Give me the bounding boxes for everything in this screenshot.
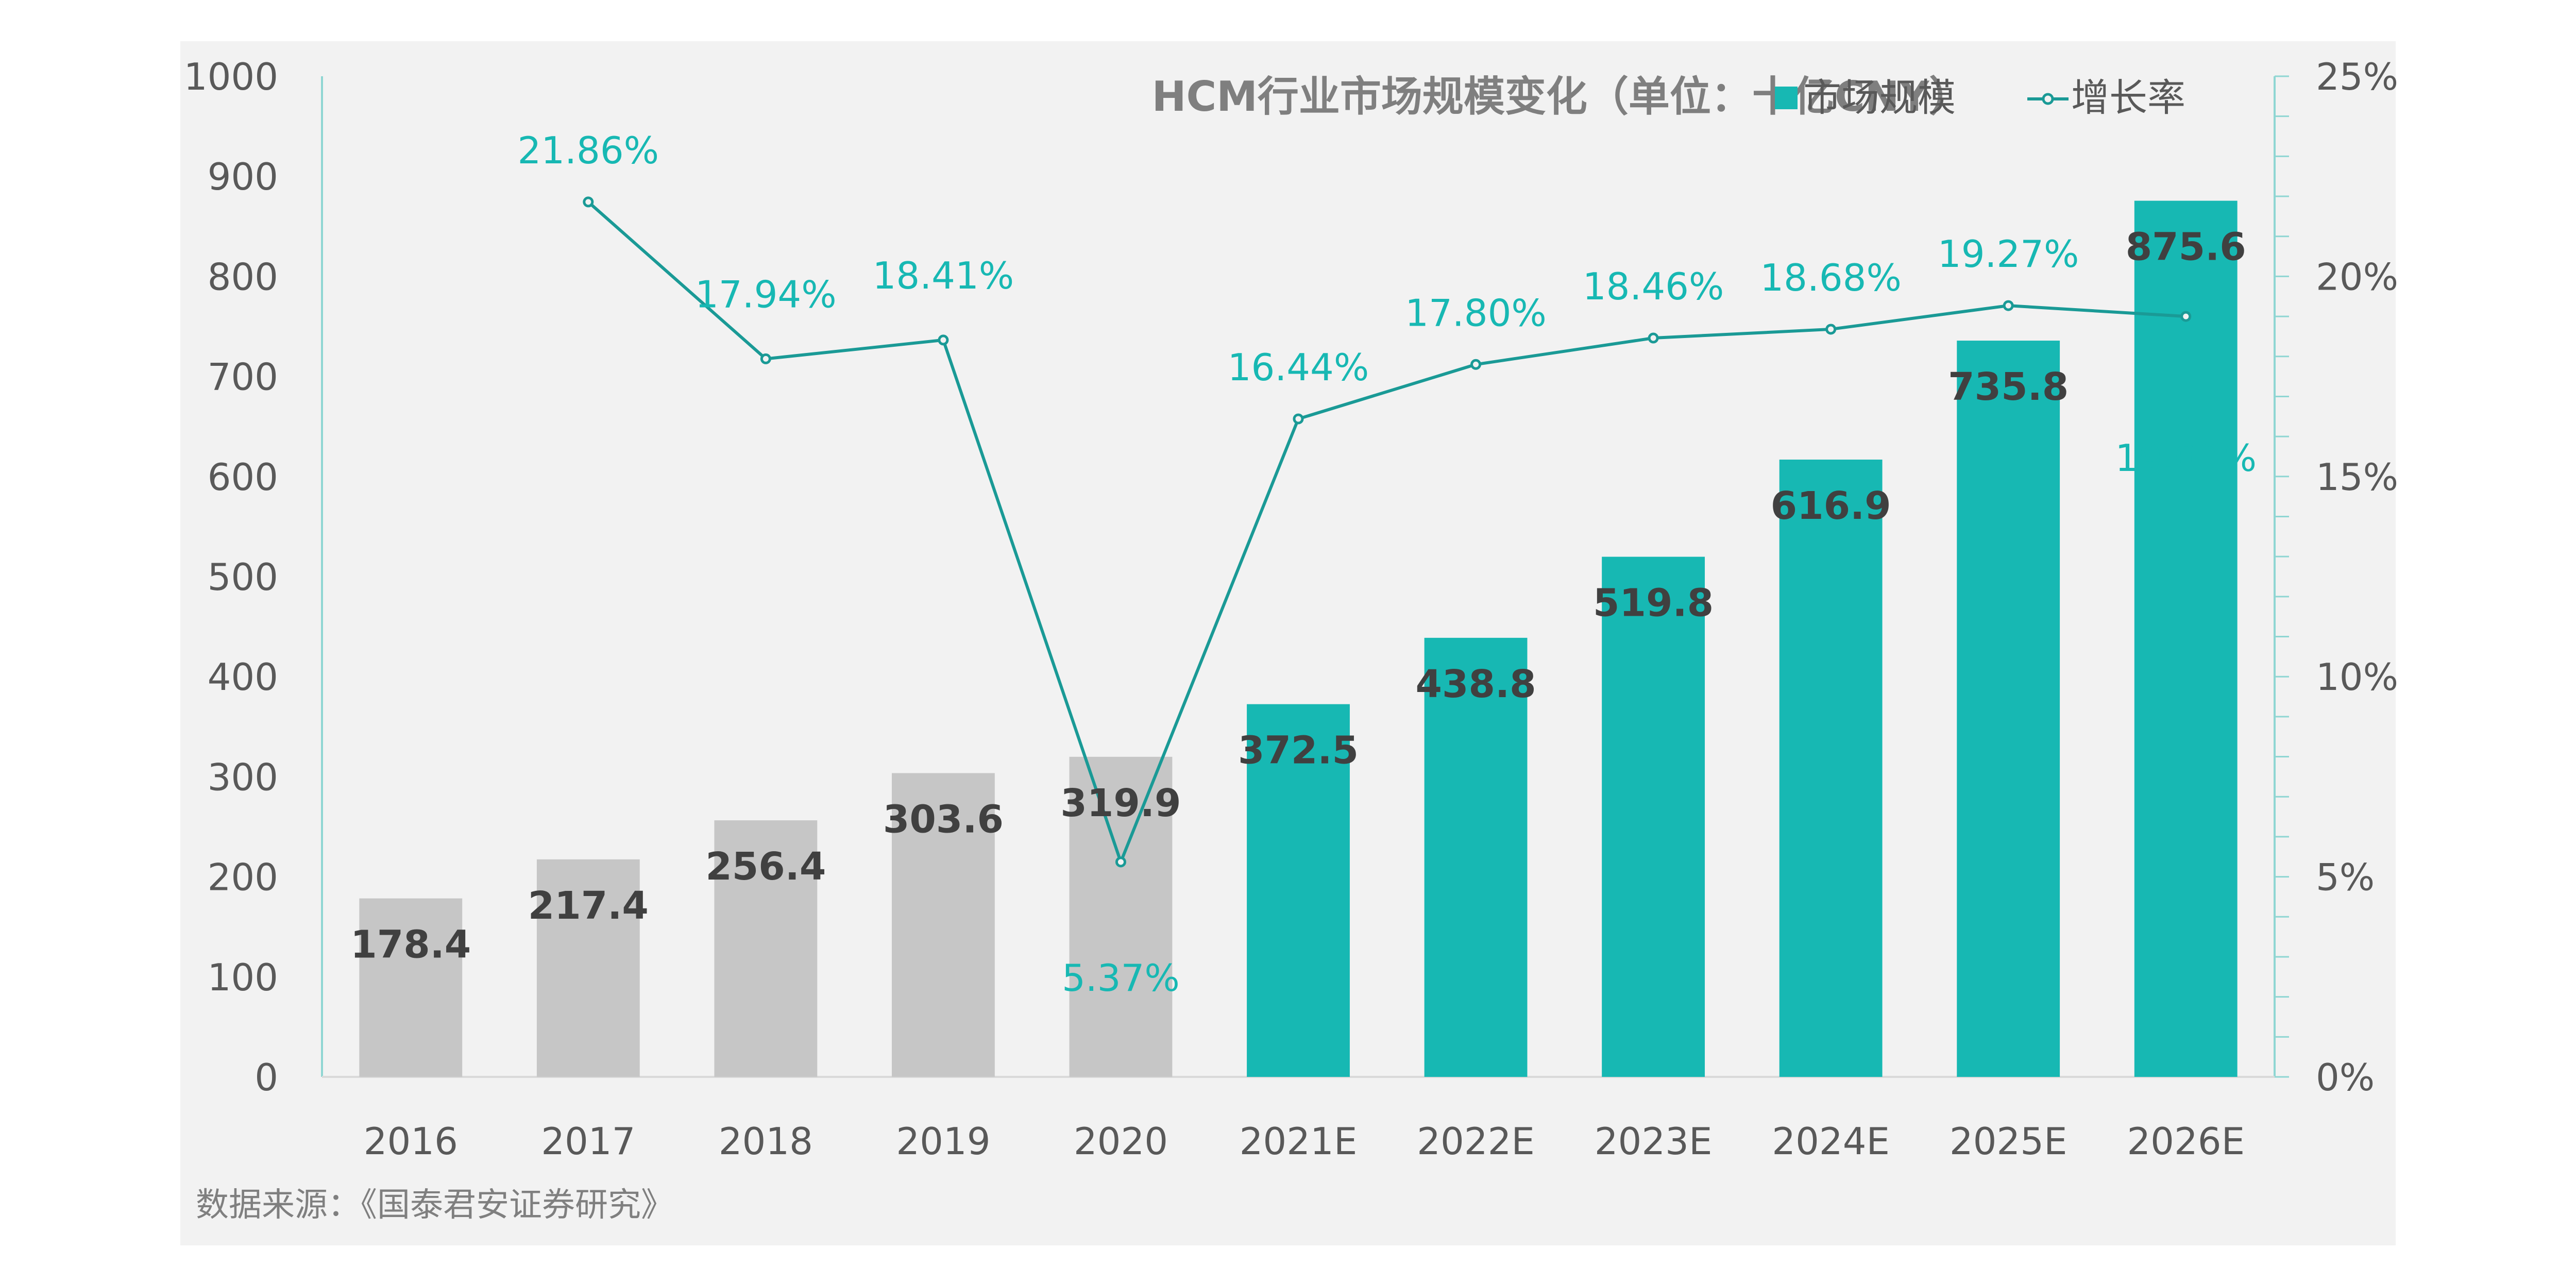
bar: [1247, 704, 1350, 1077]
x-tick-label: 2021E: [1240, 1120, 1358, 1163]
x-tick-label: 2018: [719, 1120, 813, 1163]
bar: [1602, 556, 1705, 1077]
legend-label-market-size: 市场规模: [1803, 76, 1956, 120]
growth-point: [1293, 413, 1304, 425]
bar: [359, 898, 463, 1077]
legend-label-growth-rate: 增长率: [2071, 76, 2185, 120]
y-left-tick-label: 100: [208, 956, 278, 999]
bar-value-label: 372.5: [1238, 729, 1359, 773]
y-right-tick-label: 10%: [2316, 655, 2398, 699]
growth-value-label: 18.68%: [1760, 256, 1902, 299]
bar-value-label: 178.4: [350, 923, 471, 967]
y-left-tick-label: 900: [208, 155, 278, 198]
legend: 市场规模 增长率: [1775, 76, 2185, 120]
growth-line: [583, 196, 2192, 868]
x-tick-label: 2017: [541, 1120, 635, 1163]
growth-point: [2180, 311, 2192, 322]
y-left-tick-label: 200: [208, 856, 278, 899]
bar-value-label: 875.6: [2126, 225, 2246, 269]
growth-point: [1115, 856, 1126, 868]
growth-value-label: 17.94%: [695, 273, 837, 316]
y-left-tick-label: 500: [208, 555, 278, 599]
y-right-tick-label: 15%: [2316, 455, 2398, 499]
growth-point: [2003, 300, 2014, 311]
bar-value-label: 256.4: [705, 845, 826, 889]
growth-value-label: 19.00%: [2115, 436, 2257, 480]
y-left-tick-label: 600: [208, 455, 278, 499]
growth-value-label: 18.41%: [873, 254, 1014, 297]
data-labels: 178.4 217.4 256.4 303.6 319.9 372.5 438.8 519.8…: [350, 129, 2257, 1000]
growth-value-label: 5.37%: [1062, 956, 1180, 1000]
bar: [714, 820, 818, 1077]
growth-point: [938, 334, 949, 346]
legend-swatch-market-size: [1775, 87, 1798, 109]
y-right-tick-label: 5%: [2316, 856, 2375, 899]
growth-point: [1470, 359, 1482, 370]
y-left-tick-label: 0: [255, 1056, 278, 1099]
x-tick-label: 2023E: [1595, 1120, 1713, 1163]
growth-value-label: 21.86%: [518, 129, 659, 172]
growth-point: [1825, 324, 1837, 335]
growth-point: [583, 196, 594, 208]
x-tick-label: 2016: [364, 1120, 458, 1163]
bar: [1957, 341, 2060, 1077]
bars: [359, 200, 2238, 1077]
y-right-tick-label: 20%: [2316, 255, 2398, 298]
y-right-tick-label: 25%: [2316, 55, 2398, 98]
bar-value-label: 217.4: [528, 884, 649, 928]
bar: [1069, 756, 1173, 1077]
chart-title: HCM行业市场规模变化（单位：十亿CNY）: [1152, 73, 1971, 121]
x-tick-label: 2022E: [1417, 1120, 1535, 1163]
bar: [536, 859, 640, 1077]
y-right-tick-label: 0%: [2316, 1056, 2375, 1099]
bar: [1779, 459, 1883, 1077]
growth-line-path: [587, 200, 2186, 864]
x-tick-label: 2020: [1074, 1120, 1168, 1163]
bar-value-label: 616.9: [1771, 484, 1891, 528]
x-tick-label: 2025E: [1950, 1120, 2067, 1163]
y-left-tick-label: 1000: [184, 55, 278, 98]
growth-value-label: 16.44%: [1228, 346, 1369, 389]
source-note: 数据来源：《国泰君安证券研究》: [196, 1186, 674, 1224]
x-tick-label: 2019: [896, 1120, 990, 1163]
bar: [2134, 200, 2238, 1077]
growth-value-label: 18.46%: [1583, 265, 1724, 308]
x-tick-label: 2024E: [1772, 1120, 1890, 1163]
bar: [891, 773, 995, 1077]
growth-point: [760, 353, 771, 364]
y-left-tick-label: 300: [208, 755, 278, 799]
legend-marker-growth-rate: [2042, 93, 2054, 105]
growth-value-label: 19.27%: [1938, 232, 2079, 276]
growth-point: [1648, 332, 1659, 344]
bar-value-label: 735.8: [1948, 365, 2069, 409]
axes: 0 100 200 300 400 500 600 700 800 900 1000 0% 5% 10% 1…: [184, 55, 2398, 1163]
growth-value-label: 17.80%: [1405, 291, 1547, 334]
bar-value-label: 438.8: [1416, 662, 1536, 706]
bar-value-label: 319.9: [1060, 781, 1181, 825]
bar-value-label: 519.8: [1593, 581, 1714, 626]
y-left-tick-label: 400: [208, 655, 278, 699]
y-left-tick-label: 700: [208, 356, 278, 399]
bar-value-label: 303.6: [883, 797, 1004, 841]
y-left-tick-label: 800: [208, 255, 278, 298]
bar: [1424, 637, 1528, 1077]
x-tick-label: 2026E: [2127, 1120, 2245, 1163]
